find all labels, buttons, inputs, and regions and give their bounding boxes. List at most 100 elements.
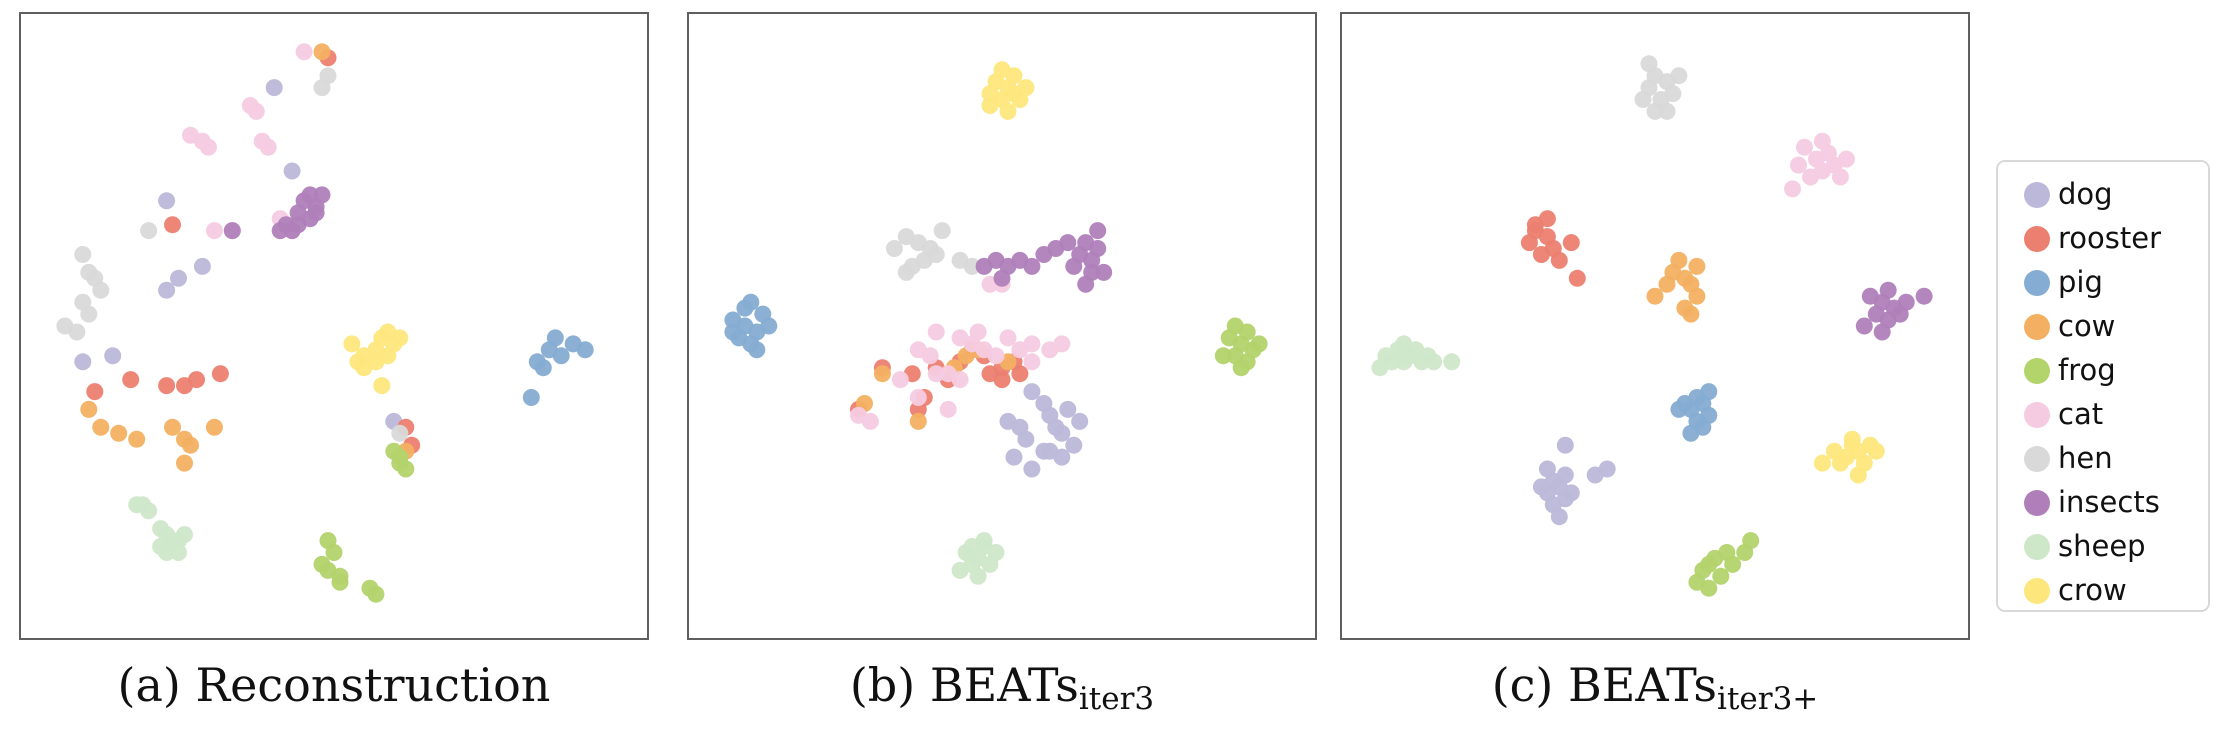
point-cow	[873, 365, 891, 383]
point-dog	[265, 79, 283, 97]
point-insects	[313, 186, 331, 204]
point-cow	[1646, 287, 1664, 305]
point-insects	[1095, 263, 1113, 281]
caption-title: Reconstruction	[195, 658, 551, 712]
legend-item-crow: crow	[1998, 570, 2208, 610]
point-sheep	[1443, 353, 1461, 371]
point-hen	[1664, 85, 1682, 103]
legend-marker-dog	[2024, 182, 2050, 208]
point-cat	[1023, 335, 1041, 353]
point-sheep	[140, 502, 158, 520]
point-hen	[1634, 91, 1652, 108]
point-dog	[1071, 412, 1089, 430]
point-frog	[367, 585, 385, 603]
point-cow	[313, 43, 331, 61]
caption-label: (c)	[1491, 658, 1554, 712]
point-sheep	[951, 561, 969, 579]
point-cat	[259, 138, 277, 156]
point-insects	[223, 222, 241, 240]
point-pig	[522, 389, 540, 406]
point-rooster	[1550, 251, 1568, 269]
point-pig	[760, 317, 778, 335]
legend-item-sheep: sheep	[1998, 526, 2208, 566]
point-crow	[1867, 442, 1885, 460]
scatter-plot-a	[56, 43, 594, 603]
point-rooster	[909, 400, 927, 418]
legend-marker-pig	[2024, 270, 2050, 296]
point-hen	[68, 323, 86, 341]
point-sheep	[176, 526, 193, 544]
point-hen	[74, 246, 92, 263]
point-crow	[1017, 79, 1035, 97]
legend-marker-cat	[2024, 402, 2050, 428]
point-dog	[1538, 460, 1556, 478]
point-insects	[1873, 323, 1891, 341]
legend-label-cow: cow	[2058, 309, 2116, 343]
plot-panel-c	[1340, 12, 1970, 640]
point-sheep	[969, 567, 987, 585]
point-cat	[295, 43, 313, 61]
point-dog	[1005, 448, 1023, 466]
point-insects	[307, 204, 325, 222]
point-pig	[748, 341, 766, 359]
legend-marker-crow	[2024, 578, 2050, 604]
caption-c: (c) BEATsiter3+	[1340, 658, 1970, 717]
point-rooster	[1568, 269, 1586, 287]
point-frog	[391, 448, 409, 466]
point-rooster	[122, 371, 140, 389]
point-dog	[1556, 466, 1574, 484]
point-crow	[1005, 67, 1023, 85]
legend-item-cow: cow	[1998, 306, 2208, 346]
point-cat	[927, 323, 945, 341]
point-sheep	[1371, 359, 1389, 377]
point-crow	[391, 329, 409, 347]
point-dog	[1556, 436, 1574, 454]
point-frog	[1232, 359, 1250, 377]
point-dog	[1023, 460, 1041, 478]
point-insects	[1089, 240, 1107, 257]
point-hen	[1658, 102, 1676, 120]
point-cow	[182, 436, 199, 454]
point-cat	[1831, 168, 1849, 186]
point-dog	[1023, 383, 1041, 401]
point-cat	[891, 371, 909, 389]
point-dog	[1053, 424, 1071, 442]
point-hen	[933, 222, 951, 240]
point-sheep	[1395, 335, 1413, 353]
point-cat	[909, 389, 927, 406]
legend-label-frog: frog	[2058, 353, 2116, 387]
point-sheep	[152, 538, 170, 555]
point-cow	[80, 400, 98, 418]
point-cow	[1658, 275, 1676, 293]
point-hen	[885, 240, 903, 257]
point-insects	[1077, 275, 1095, 293]
caption-title: BEATs	[1568, 658, 1718, 712]
point-insects	[1047, 240, 1065, 257]
point-cat	[1023, 353, 1041, 371]
point-cat	[927, 365, 945, 383]
point-dog	[104, 347, 122, 365]
point-dog	[283, 162, 301, 180]
point-dog	[1598, 460, 1616, 478]
point-cat	[987, 347, 1005, 365]
point-rooster	[993, 371, 1011, 389]
point-insects	[1897, 293, 1915, 311]
point-pig	[546, 329, 564, 347]
point-dog	[1562, 484, 1580, 502]
legend-marker-cow	[2024, 314, 2050, 340]
point-cat	[951, 329, 969, 347]
point-hen	[1640, 55, 1658, 73]
point-frog	[1700, 579, 1718, 597]
caption-title: BEATs	[929, 658, 1079, 712]
point-insects	[993, 269, 1011, 287]
point-cat	[951, 371, 969, 389]
point-insects	[1861, 287, 1879, 305]
point-pig	[724, 323, 742, 341]
point-hen	[897, 263, 915, 281]
point-cow	[909, 412, 927, 430]
legend-item-insects: insects	[1998, 482, 2208, 522]
point-cat	[1790, 156, 1807, 174]
point-cow	[205, 418, 223, 436]
legend-label-crow: crow	[2058, 573, 2127, 607]
point-dog	[158, 192, 176, 210]
